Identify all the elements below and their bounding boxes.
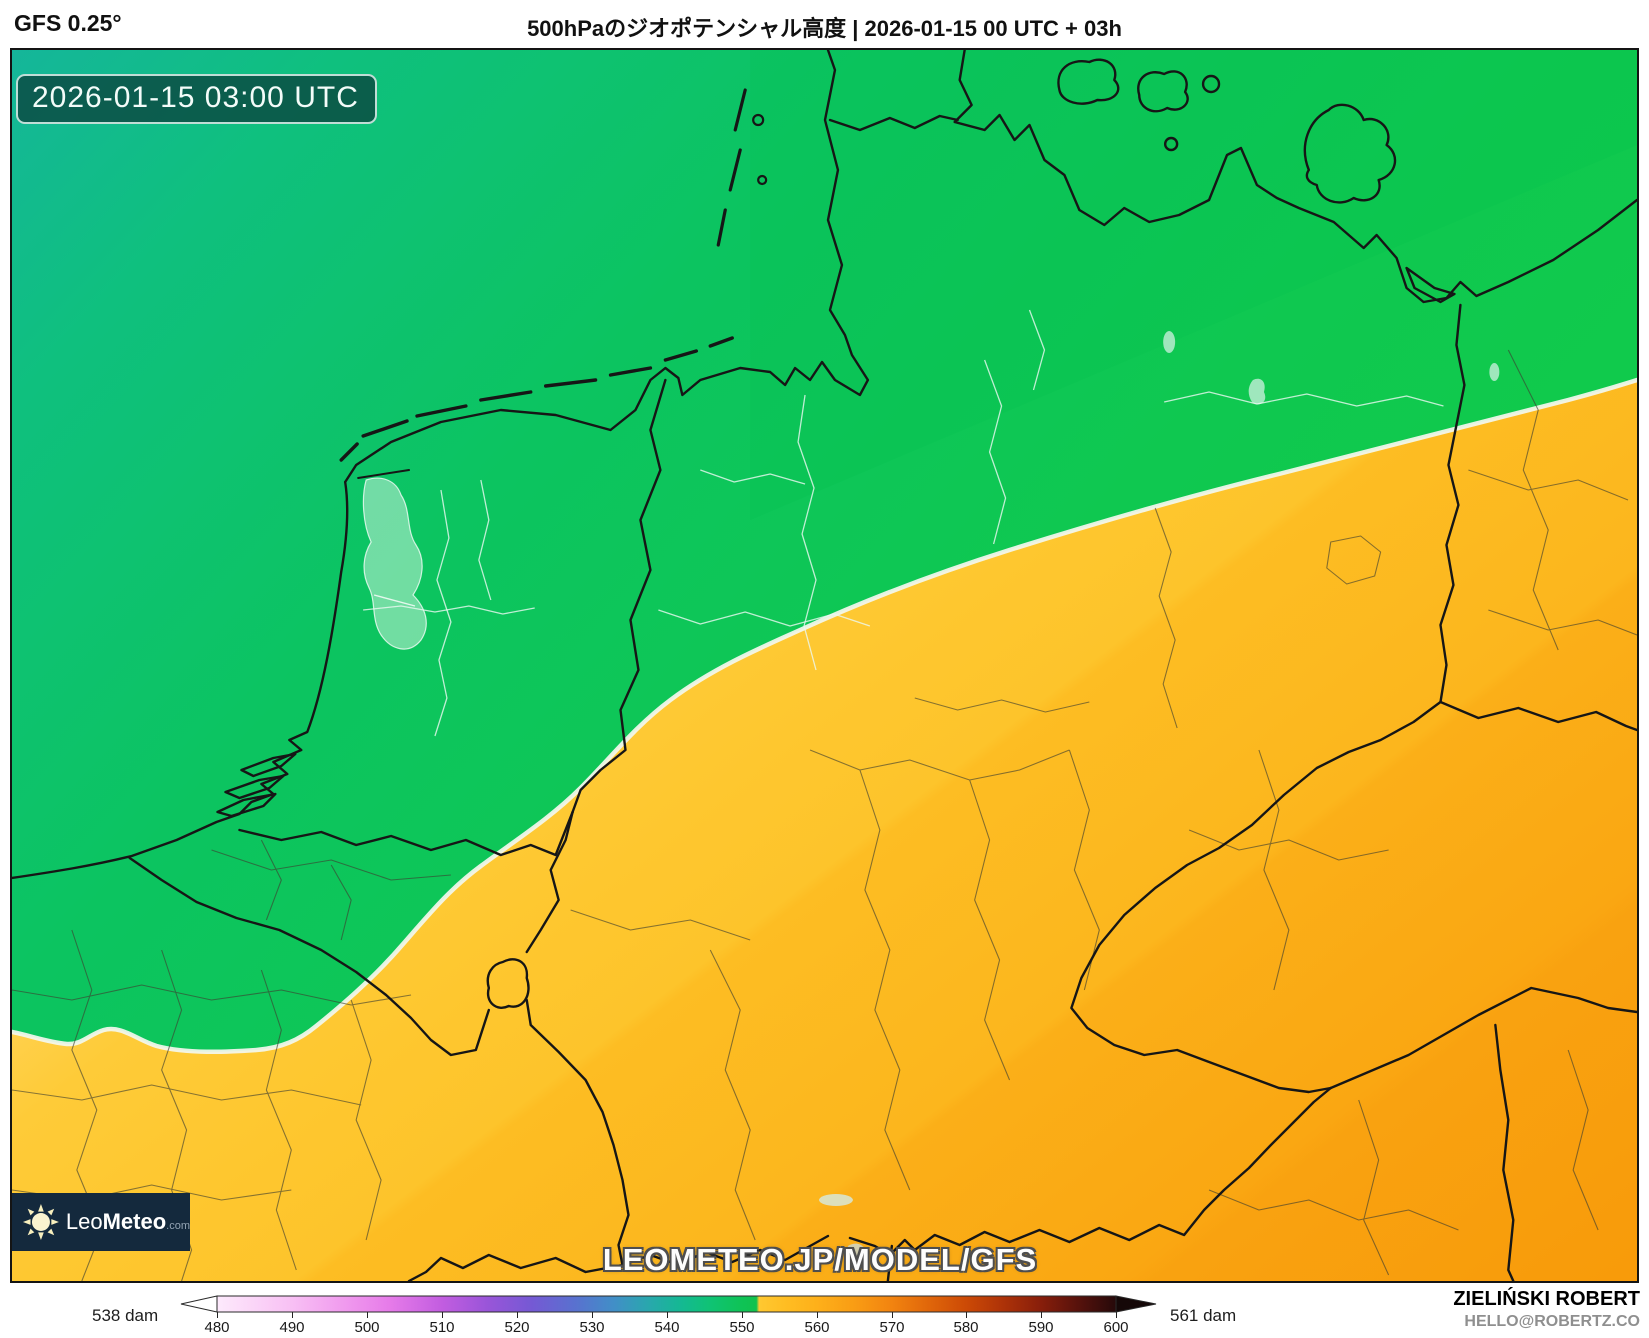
- colorbar-tick-label: 580: [953, 1319, 979, 1336]
- colorbar-tick: [1041, 1312, 1042, 1318]
- colorbar-tick: [892, 1312, 893, 1318]
- colorbar-tick-label: 500: [354, 1319, 380, 1336]
- colorbar: 538 dam: [0, 1286, 1649, 1338]
- colorbar-right-arrow: [1115, 1295, 1157, 1313]
- colorbar-tick-label: 490: [279, 1319, 305, 1336]
- colorbar-tick: [742, 1312, 743, 1318]
- timestamp-badge: 2026-01-15 03:00 UTC: [16, 74, 377, 124]
- author-credit: ZIELIŃSKI ROBERT: [1453, 1288, 1640, 1310]
- state-borders-dark: [12, 349, 1637, 1281]
- geopotential-field-map: [12, 50, 1637, 1281]
- field-yellow-zone: [12, 380, 1637, 1281]
- lakes: [819, 331, 1500, 1266]
- colorbar-tick-label: 540: [654, 1319, 680, 1336]
- colorbar-tick: [367, 1312, 368, 1318]
- weather-map: 2026-01-15 03:00 UTC LeoMeteo.com LEOMET…: [10, 48, 1639, 1283]
- colorbar-tick-label: 550: [729, 1319, 755, 1336]
- state-borders-light: [363, 309, 1444, 737]
- country-borders: [12, 50, 1637, 1281]
- colorbar-tick-label: 600: [1103, 1319, 1129, 1336]
- ijsselmeer-lake: [362, 477, 427, 650]
- colorbar-tick: [217, 1312, 218, 1318]
- field-green-band: [750, 50, 1637, 520]
- contour-552-line: [12, 377, 1637, 1055]
- colorbar-tick: [966, 1312, 967, 1318]
- sun-icon: [22, 1204, 59, 1240]
- logo-text: LeoMeteo.com: [65, 1209, 190, 1234]
- colorbar-min-label: 538 dam: [92, 1306, 159, 1325]
- contact-email: HELLO@ROBERTZ.CO: [1464, 1313, 1640, 1330]
- watermark-text: LEOMETEO.JP/MODEL/GFS: [602, 1242, 1038, 1277]
- colorbar-tick: [817, 1312, 818, 1318]
- colorbar-tick-label: 510: [429, 1319, 455, 1336]
- colorbar-tick-label: 480: [204, 1319, 230, 1336]
- page-title: 500hPaのジオポテンシャル高度 | 2026-01-15 00 UTC + …: [527, 16, 1122, 41]
- colorbar-tick: [292, 1312, 293, 1318]
- colorbar-tick: [517, 1312, 518, 1318]
- colorbar-tick-label: 520: [504, 1319, 530, 1336]
- leometeo-logo: LeoMeteo.com: [12, 1193, 190, 1251]
- colorbar-tick-label: 570: [879, 1319, 905, 1336]
- colorbar-tick-label: 530: [579, 1319, 605, 1336]
- colorbar-left-arrow: [180, 1295, 218, 1313]
- model-resolution-label: GFS 0.25°: [14, 10, 122, 36]
- colorbar-tick: [667, 1312, 668, 1318]
- colorbar-tick: [1116, 1312, 1117, 1318]
- colorbar-tick-label: 560: [804, 1319, 830, 1336]
- colorbar-tick-label: 590: [1028, 1319, 1054, 1336]
- color-scale-bar: [180, 1295, 1157, 1313]
- colorbar-tick: [442, 1312, 443, 1318]
- colorbar-tick: [592, 1312, 593, 1318]
- colorbar-max-label: 561 dam: [1170, 1306, 1237, 1325]
